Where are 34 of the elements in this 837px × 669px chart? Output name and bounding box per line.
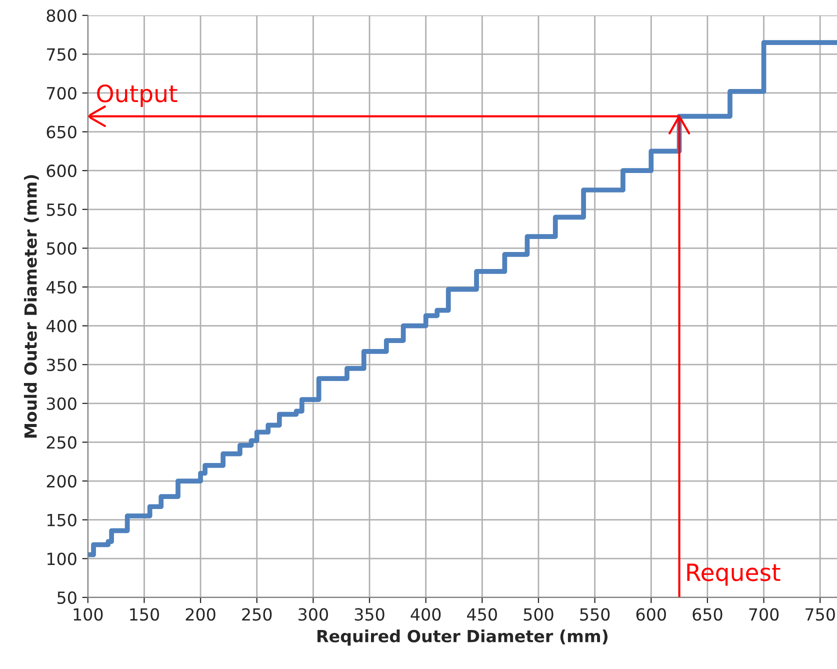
y-axis-title: Mould Outer Diameter (mm) <box>24 175 39 438</box>
x-tick-label: 550 <box>580 608 610 621</box>
x-tick-label: 450 <box>467 608 497 621</box>
x-tick-label: 700 <box>749 608 779 621</box>
legend-label: Output <box>97 84 178 107</box>
x-tick-label: 300 <box>298 608 328 621</box>
y-tick-label: 350 <box>46 358 76 372</box>
x-tick-label: 650 <box>692 608 722 621</box>
y-tick-label: 300 <box>46 397 76 410</box>
y-tick-label: 700 <box>47 86 76 100</box>
y-tick-label: 750 <box>47 48 76 61</box>
y-tick-label: 650 <box>46 126 76 138</box>
y-tick-label: 450 <box>46 280 76 294</box>
y-tick-label: 400 <box>46 320 76 332</box>
x-tick-label: 500 <box>524 608 554 621</box>
x-tick-label: 150 <box>130 608 160 621</box>
x-tick-label: 100 <box>74 608 103 621</box>
x-tick-label: 600 <box>636 608 666 621</box>
y-tick-label: 50 <box>58 591 76 604</box>
x-tick-label: 400 <box>410 608 441 621</box>
y-tick-label: 800 <box>46 9 76 22</box>
ref-line-label: Request <box>687 564 780 586</box>
y-tick-label: 200 <box>46 474 76 488</box>
x-axis-title: Required Outer Diameter (mm) <box>317 630 608 646</box>
x-tick-label: 750 <box>806 608 835 621</box>
x-tick-label: 250 <box>242 608 272 621</box>
y-tick-label: 100 <box>47 552 76 566</box>
y-tick-label: 250 <box>46 436 76 449</box>
y-tick-label: 150 <box>47 514 76 526</box>
y-tick-label: 550 <box>46 203 76 216</box>
x-tick-label: 200 <box>186 608 216 621</box>
x-tick-label: 350 <box>354 608 384 621</box>
y-tick-label: 500 <box>46 242 76 255</box>
y-tick-label: 600 <box>46 164 76 178</box>
